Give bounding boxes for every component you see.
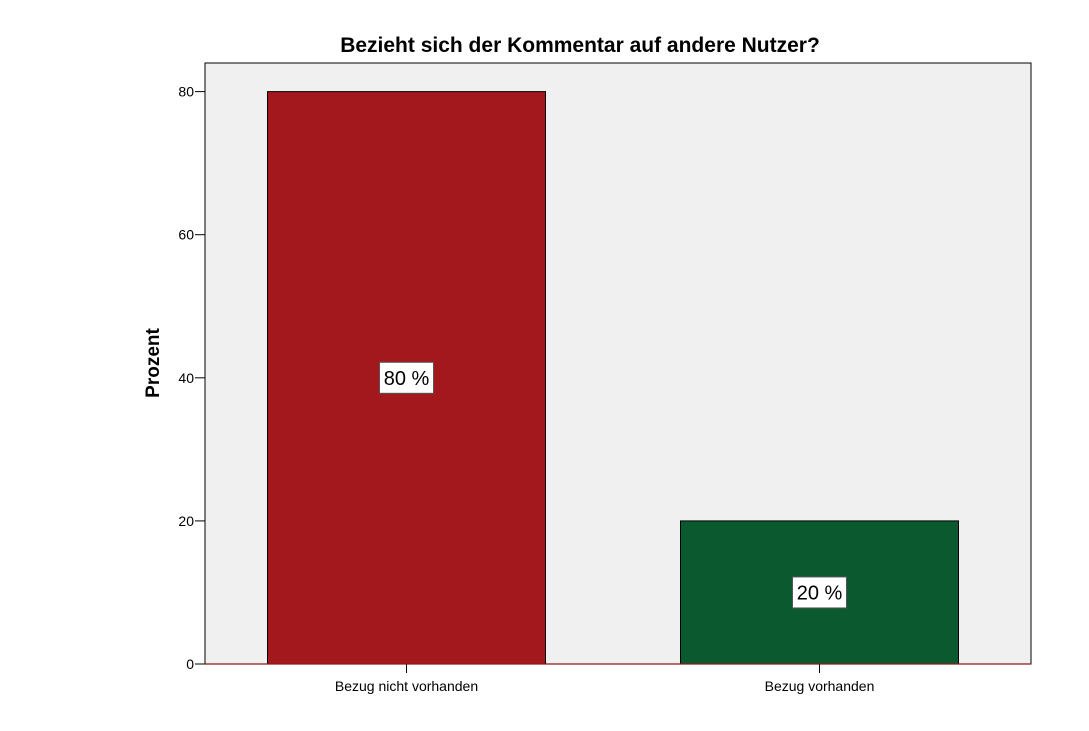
y-tick-label: 20 [178,513,194,529]
x-tick-label: Bezug vorhanden [765,678,875,694]
y-axis: 0 20 40 60 80 [178,84,205,672]
y-tick-label: 60 [178,227,194,243]
y-axis-label: Prozent [143,327,164,397]
chart-title: Bezieht sich der Kommentar auf andere Nu… [340,34,820,57]
x-axis: Bezug nicht vorhanden Bezug vorhanden [205,663,1031,694]
data-label-box [792,576,847,609]
y-tick-label: 0 [186,656,194,672]
data-label: 20 % [797,582,843,604]
y-tick-label: 80 [178,84,194,100]
data-label-box [379,361,434,394]
y-tick-label: 40 [178,370,194,386]
bars: 80 % 20 % [267,91,959,665]
data-label: 80 % [384,368,430,390]
x-tick-label: Bezug nicht vorhanden [335,678,478,694]
